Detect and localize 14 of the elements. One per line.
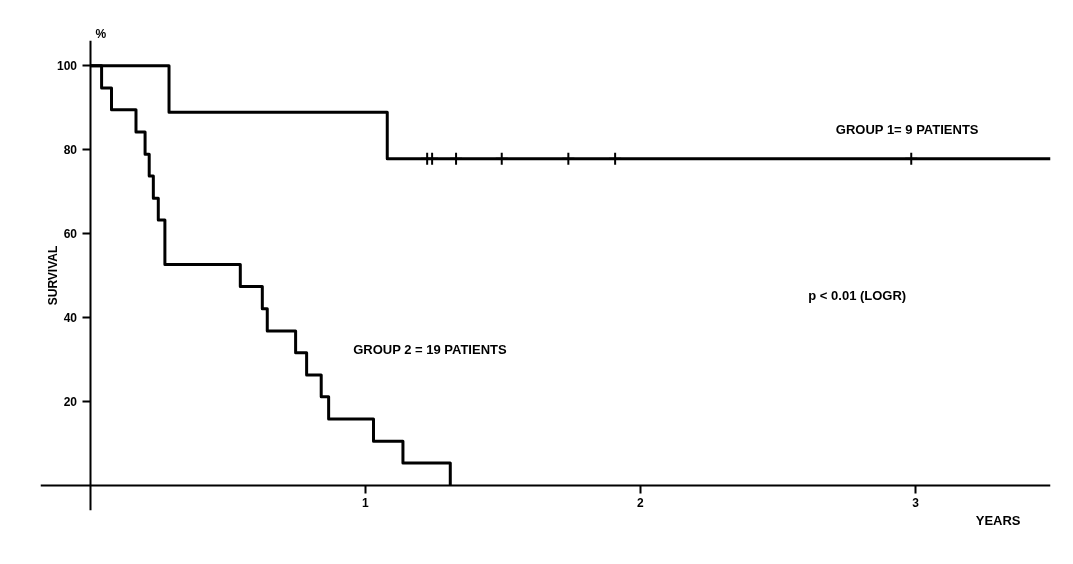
y-tick-label: 40 — [63, 310, 78, 325]
annotation: % — [95, 26, 107, 41]
y-tick-label: 80 — [63, 143, 78, 158]
annotation: GROUP 2 = 19 PATIENTS — [353, 341, 507, 357]
x-tick-label: 1 — [361, 496, 369, 511]
x-axis-title: YEARS — [975, 512, 1021, 528]
y-axis-title: SURVIVAL — [45, 245, 60, 306]
y-tick-label: 60 — [63, 227, 78, 242]
x-tick-label: 2 — [637, 496, 645, 511]
annotation: p < 0.01 (LOGR) — [808, 287, 907, 303]
y-tick-label: 20 — [63, 394, 78, 409]
y-tick-label: 100 — [57, 59, 78, 74]
annotation: GROUP 1= 9 PATIENTS — [835, 122, 979, 138]
x-tick-label: 3 — [912, 496, 920, 511]
